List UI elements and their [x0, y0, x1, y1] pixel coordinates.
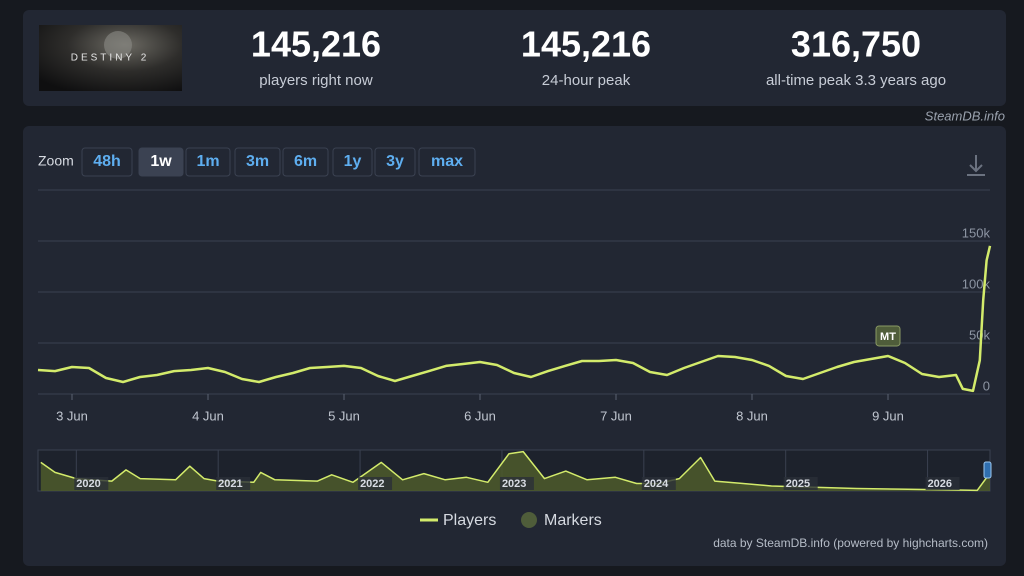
- y-tick-label: 50k: [969, 327, 990, 342]
- navigator-year: 2020: [76, 478, 100, 490]
- navigator: 2020 2021 2022 2023 2024 2025 2026: [37, 449, 992, 492]
- zoom-button[interactable]: [81, 147, 133, 177]
- navigator-year-bg: [925, 477, 960, 490]
- stat-label: players right now: [259, 72, 373, 89]
- zoom-button-label[interactable]: 1m: [196, 153, 219, 170]
- navigator-year-bg: [783, 477, 818, 490]
- x-tick-label: 8 Jun: [736, 408, 768, 423]
- navigator-year-bg: [216, 477, 251, 490]
- zoom-button[interactable]: [418, 147, 476, 177]
- navigator-year-bg: [641, 477, 676, 490]
- icon-stroke: [969, 164, 983, 173]
- marker-flag[interactable]: [875, 325, 901, 347]
- zoom-button[interactable]: [332, 147, 373, 177]
- zoom-button-label[interactable]: max: [431, 153, 463, 170]
- navigator-year: 2023: [502, 478, 526, 490]
- zoom-button-label[interactable]: 1y: [344, 153, 362, 170]
- legend-label[interactable]: Markers: [544, 512, 602, 529]
- logo-text: DESTINY 2: [71, 53, 150, 64]
- source-link[interactable]: SteamDB.info: [925, 108, 1005, 123]
- zoom-button-label[interactable]: 3m: [246, 153, 269, 170]
- x-tick-label: 4 Jun: [192, 408, 224, 423]
- navigator-year: 2026: [928, 478, 952, 490]
- y-tick-label: 150k: [962, 225, 991, 240]
- zoom-buttons: 48h 1w 1m 3m 6m 1y 3y max: [81, 147, 476, 177]
- navigator-year-bg: [74, 477, 109, 490]
- navigator-year-bg: [499, 477, 534, 490]
- navigator-year: 2021: [218, 478, 242, 490]
- zoom-button-label[interactable]: 3y: [386, 153, 404, 170]
- navigator-handle[interactable]: [983, 461, 992, 479]
- download-icon[interactable]: [967, 155, 985, 176]
- navigator-year: 2025: [786, 478, 810, 490]
- zoom-button-label[interactable]: 6m: [294, 153, 317, 170]
- navigator-line: [40, 450, 991, 492]
- x-tick-label: 6 Jun: [464, 408, 496, 423]
- stat-label: 24-hour peak: [542, 72, 631, 89]
- legend-swatch: [521, 512, 537, 528]
- series-line: [37, 245, 992, 393]
- credits[interactable]: data by SteamDB.info (powered by highcha…: [713, 536, 988, 550]
- zoom-label: Zoom: [38, 153, 74, 169]
- zoom-button[interactable]: [185, 147, 231, 177]
- navigator-year-bg: [358, 477, 393, 490]
- game-logo: DESTINY 2: [39, 25, 182, 91]
- x-tick-label: 9 Jun: [872, 408, 904, 423]
- stat-label: all-time peak 3.3 years ago: [766, 72, 946, 89]
- zoom-button-label[interactable]: 1w: [150, 153, 172, 170]
- legend: Players Markers: [420, 512, 602, 529]
- legend-label[interactable]: Players: [443, 512, 496, 529]
- navigator-year: 2024: [644, 478, 669, 490]
- zoom-button-label[interactable]: 48h: [93, 153, 121, 170]
- stat-value: 316,750: [791, 24, 921, 65]
- marker-label[interactable]: MT: [880, 331, 896, 343]
- navigator-area: [40, 451, 991, 491]
- navigator-year: 2022: [360, 478, 384, 490]
- stats-panel: [23, 10, 1006, 106]
- zoom-button[interactable]: [138, 147, 184, 177]
- zoom-button[interactable]: [374, 147, 416, 177]
- x-tick-label: 5 Jun: [328, 408, 360, 423]
- stat-value: 145,216: [521, 24, 651, 65]
- zoom-button[interactable]: [234, 147, 281, 177]
- x-tick-label: 3 Jun: [56, 408, 88, 423]
- x-tick-label: 7 Jun: [600, 408, 632, 423]
- chart-panel: [23, 126, 1006, 566]
- zoom-button[interactable]: [282, 147, 329, 177]
- y-tick-label: 0: [983, 378, 990, 393]
- stat-value: 145,216: [251, 24, 381, 65]
- logo-planet: [104, 31, 132, 59]
